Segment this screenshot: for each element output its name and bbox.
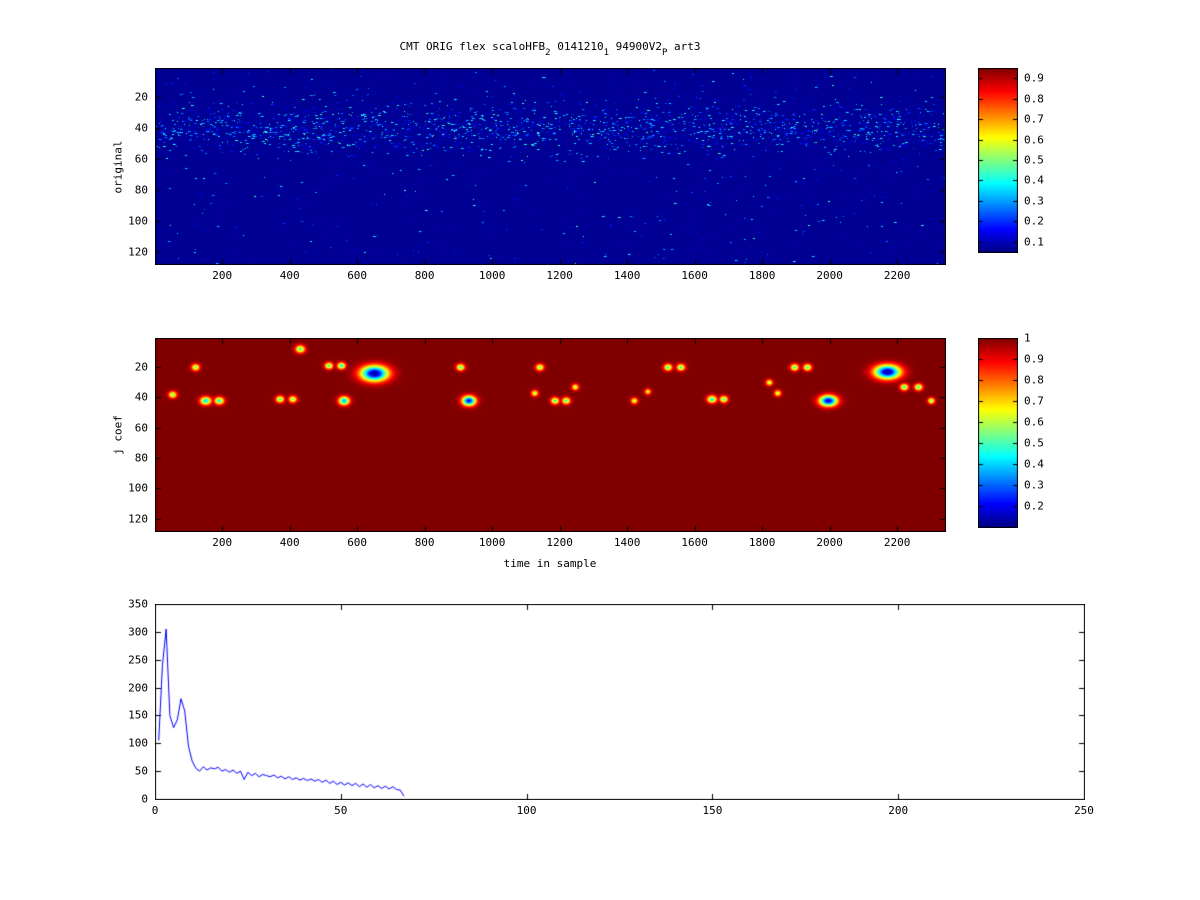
- tick-label: 0.7: [1024, 394, 1044, 408]
- title-segment: CMT ORIG flex scaloHFB: [399, 40, 546, 53]
- tick-label: 200: [128, 681, 148, 695]
- tick-label: 40: [134, 390, 148, 404]
- tick-label: 1000: [478, 536, 506, 549]
- tick-label: 1600: [681, 269, 708, 282]
- tick-label: 200: [212, 269, 233, 282]
- tick-label: 200: [212, 536, 233, 549]
- tick-label: 60: [134, 421, 148, 435]
- ylabel-original: original: [111, 140, 125, 194]
- tick-label: 0: [141, 792, 148, 806]
- title-subscript: 2: [545, 48, 551, 58]
- tick-label: 100: [516, 804, 537, 817]
- colorbar-top-canvas: [978, 68, 1018, 253]
- tick-label: 0: [151, 804, 159, 817]
- tick-label: 2000: [816, 269, 843, 282]
- tick-label: 120: [128, 512, 148, 526]
- title-subscript: P: [661, 48, 668, 58]
- title-segment: art3: [667, 40, 701, 53]
- original-heatmap-canvas: [155, 68, 946, 265]
- tick-label: 1200: [546, 536, 573, 549]
- tick-label: 0.8: [1024, 92, 1044, 106]
- title-segment: 0141210: [550, 40, 604, 53]
- tick-label: 800: [414, 269, 435, 282]
- tick-label: 150: [702, 804, 723, 817]
- tick-label: 1400: [613, 536, 641, 549]
- tick-label: 1800: [748, 269, 776, 282]
- tick-label: 0.9: [1024, 352, 1044, 366]
- tick-label: 0.1: [1024, 235, 1044, 249]
- tick-label: 60: [134, 152, 148, 166]
- tick-label: 100: [128, 214, 148, 228]
- tick-label: 250: [128, 653, 148, 667]
- tick-label: 600: [347, 536, 368, 549]
- tick-label: 40: [134, 121, 148, 135]
- xlabel-time-in-sample: time in sample: [503, 557, 597, 570]
- tick-label: 1400: [613, 269, 641, 282]
- tick-label: 0.3: [1024, 194, 1044, 208]
- tick-label: 0.8: [1024, 373, 1044, 387]
- tick-label: 0.5: [1024, 153, 1044, 167]
- tick-label: 0.4: [1024, 457, 1044, 471]
- tick-label: 600: [347, 269, 368, 282]
- tick-label: 0.4: [1024, 173, 1044, 187]
- tick-label: 120: [128, 245, 148, 259]
- tick-label: 1000: [478, 269, 506, 282]
- tick-label: 1600: [681, 536, 708, 549]
- tick-label: 1200: [546, 269, 573, 282]
- ylabel-j-coef: j coef: [111, 415, 125, 455]
- tick-label: 80: [134, 451, 148, 465]
- tick-label: 150: [128, 708, 148, 722]
- title-subscript: 1: [603, 48, 609, 58]
- tick-label: 0.2: [1024, 214, 1044, 228]
- line-plot-canvas: [155, 604, 1085, 800]
- tick-label: 300: [128, 625, 148, 639]
- tick-label: 250: [1074, 804, 1094, 817]
- tick-label: 350: [128, 597, 148, 611]
- tick-label: 2000: [816, 536, 843, 549]
- tick-label: 0.6: [1024, 415, 1044, 429]
- tick-label: 50: [334, 804, 348, 817]
- tick-label: 0.2: [1024, 499, 1044, 513]
- tick-label: 1: [1024, 331, 1031, 345]
- tick-label: 0.3: [1024, 478, 1044, 492]
- coef-heatmap-canvas: [155, 338, 946, 532]
- tick-label: 0.6: [1024, 133, 1044, 147]
- tick-label: 400: [279, 269, 300, 282]
- tick-label: 2200: [883, 536, 911, 549]
- tick-label: 0.5: [1024, 436, 1044, 450]
- tick-label: 50: [134, 764, 148, 778]
- tick-label: 100: [128, 481, 148, 495]
- tick-label: 2200: [883, 269, 911, 282]
- title-segment: 94900V2: [609, 40, 662, 53]
- colorbar-middle-canvas: [978, 338, 1018, 528]
- figure-title: CMT ORIG flex scaloHFB2 01412101 94900V2…: [399, 40, 700, 58]
- tick-label: 400: [279, 536, 300, 549]
- tick-label: 20: [134, 360, 148, 374]
- tick-label: 200: [888, 804, 909, 817]
- tick-label: 1800: [748, 536, 776, 549]
- tick-label: 20: [134, 90, 148, 104]
- tick-label: 800: [414, 536, 435, 549]
- tick-label: 100: [128, 736, 148, 750]
- tick-label: 0.9: [1024, 71, 1044, 85]
- tick-label: 80: [134, 183, 148, 197]
- tick-label: 0.7: [1024, 112, 1044, 126]
